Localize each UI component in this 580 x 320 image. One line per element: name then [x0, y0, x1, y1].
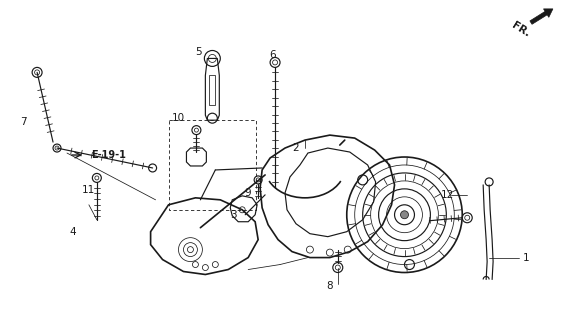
Text: 7: 7: [20, 117, 27, 127]
Text: 4: 4: [70, 227, 76, 237]
Text: 5: 5: [195, 47, 202, 58]
Text: 12: 12: [441, 190, 454, 200]
Text: 9: 9: [245, 188, 252, 198]
Bar: [169, 120, 256, 210]
Text: 2: 2: [293, 143, 299, 153]
Text: 10: 10: [172, 113, 185, 123]
Text: E-19-1: E-19-1: [91, 150, 126, 160]
Polygon shape: [530, 9, 553, 24]
Text: 3: 3: [230, 210, 237, 220]
Text: 8: 8: [327, 282, 333, 292]
Text: FR.: FR.: [510, 20, 532, 39]
Circle shape: [401, 211, 408, 219]
Text: 1: 1: [523, 252, 530, 263]
Text: 6: 6: [269, 51, 276, 60]
Text: 11: 11: [82, 185, 96, 195]
